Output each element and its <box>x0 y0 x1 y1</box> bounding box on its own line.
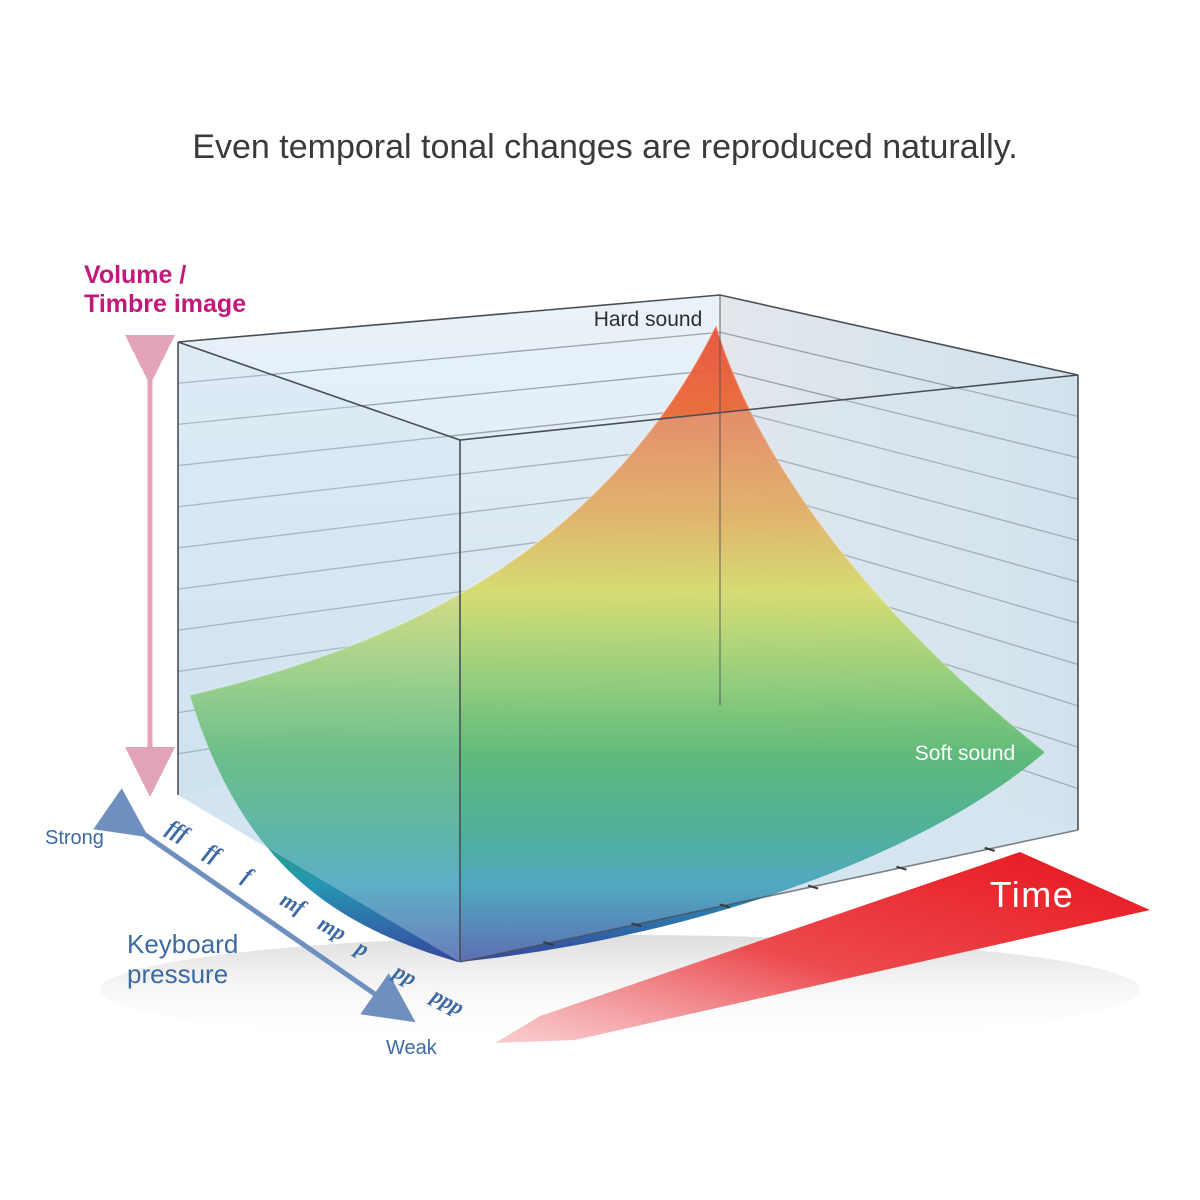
keyboard-label: Keyboard <box>127 929 238 959</box>
hard-sound-label: Hard sound <box>594 308 703 331</box>
dynamic-marking-fff: fff <box>163 814 196 847</box>
soft-sound-label: Soft sound <box>915 742 1015 765</box>
dynamic-marking-mp: mp <box>314 910 351 945</box>
weak-label: Weak <box>386 1037 438 1059</box>
strong-label: Strong <box>45 827 104 849</box>
timbre-label: Timbre image <box>84 290 246 318</box>
diagram-title: Even temporal tonal changes are reproduc… <box>192 128 1017 166</box>
pressure-label: pressure <box>127 959 228 989</box>
time-label: Time <box>990 874 1075 915</box>
volume-label: Volume / <box>84 261 186 289</box>
dynamic-marking-mf: mf <box>276 886 312 921</box>
front-plane <box>178 342 460 962</box>
dynamic-marking-ff: ff <box>201 838 228 868</box>
dynamic-marking-f: f <box>238 862 259 889</box>
